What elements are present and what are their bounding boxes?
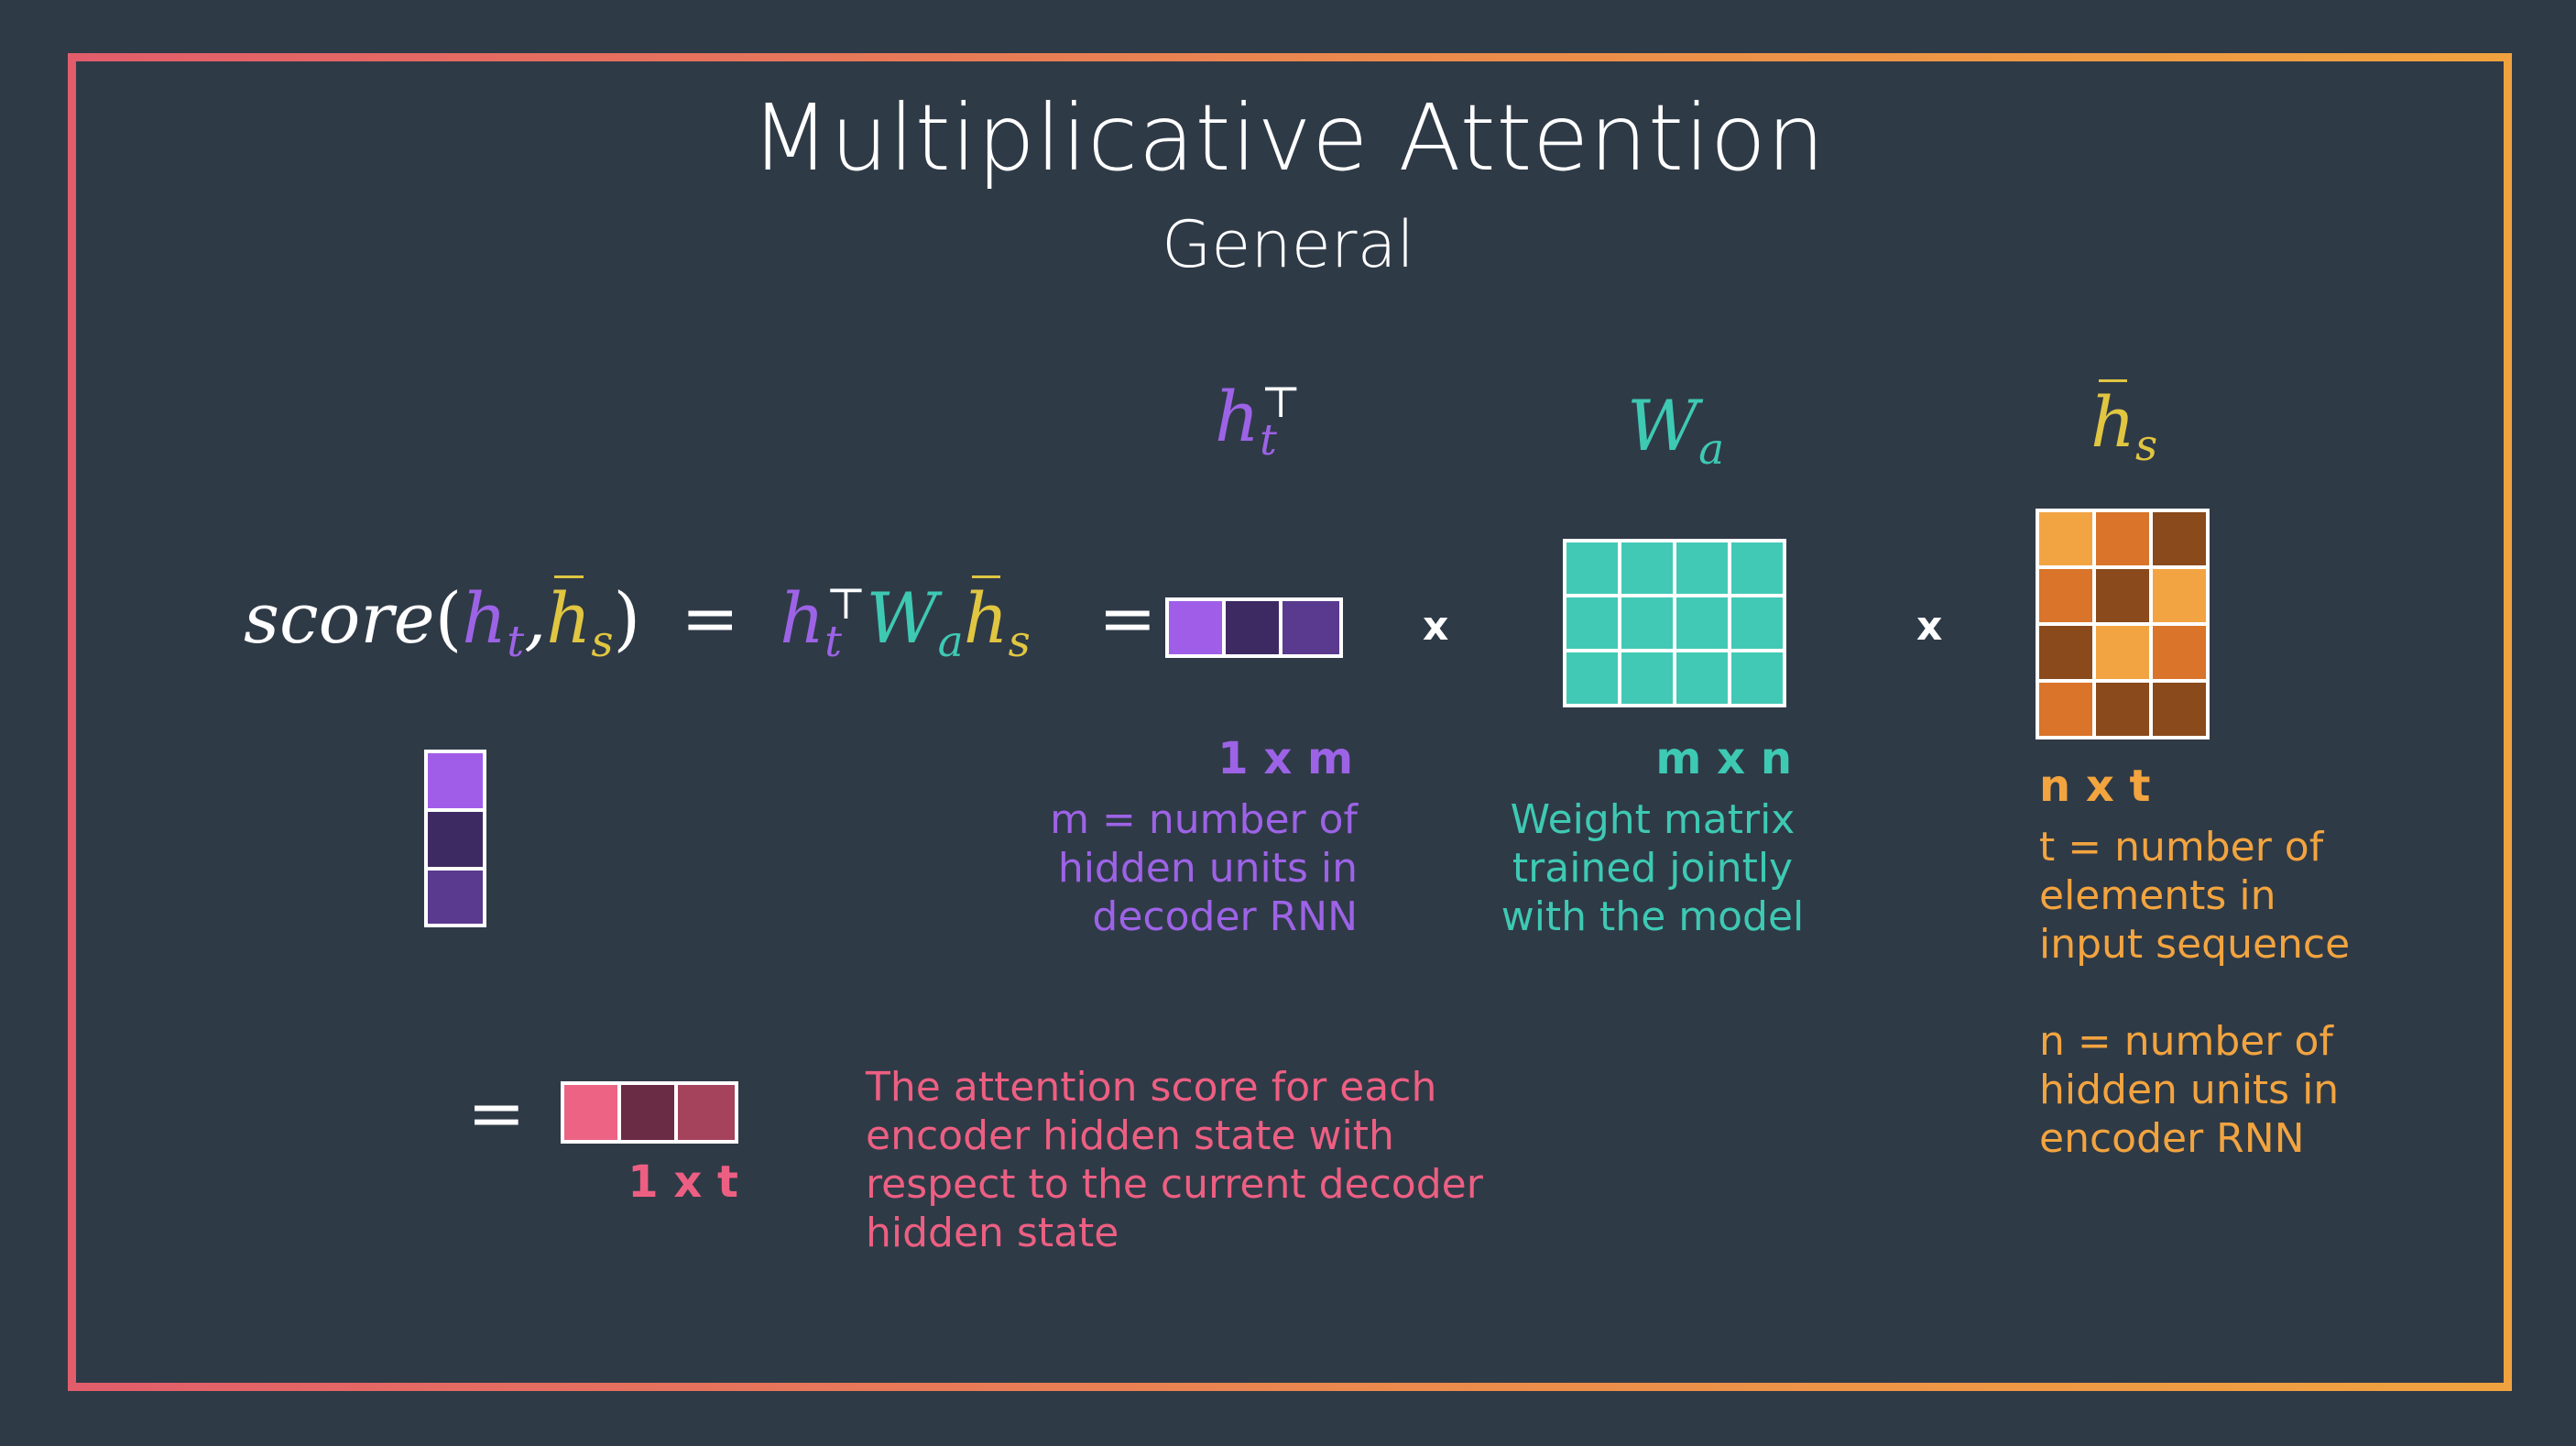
weight-dims-label: m x n: [1655, 733, 1792, 784]
h-t-term: ht: [462, 577, 525, 668]
vector-cell: [1165, 597, 1226, 658]
matrix-cell: [2149, 565, 2210, 626]
decoder-description: m = number of hidden units in decoder RN…: [1050, 796, 1358, 940]
h-t-transpose-label: ht⊤: [1215, 376, 1302, 466]
vector-cell: [424, 750, 486, 812]
multiply-operator: x: [1423, 603, 1449, 650]
matrix-cell: [1673, 649, 1731, 707]
w-a-label: Wa: [1627, 385, 1725, 476]
matrix-cell: [2036, 622, 2096, 683]
matrix-cell: [2092, 679, 2153, 739]
h-t-transpose-term: ht⊤: [780, 577, 867, 668]
matrix-cell: [1728, 539, 1786, 597]
result-dims-label: 1 x t: [628, 1156, 738, 1208]
matrix-cell: [1563, 649, 1621, 707]
vector-cell: [674, 1081, 738, 1144]
matrix-cell: [2092, 565, 2153, 626]
vector-cell: [424, 867, 486, 927]
matrix-cell: [1563, 594, 1621, 652]
matrix-cell: [2092, 622, 2153, 683]
w-a-term: Wa: [866, 577, 964, 668]
decoder-dims-label: 1 x m: [1217, 733, 1353, 784]
score-equation: score(ht,hs) = ht⊤Wahs =: [244, 575, 1157, 668]
matrix-cell: [1673, 594, 1731, 652]
weight-description: Weight matrix trained jointly with the m…: [1501, 796, 1805, 940]
matrix-cell: [1728, 649, 1786, 707]
matrix-cell: [1618, 649, 1676, 707]
vector-cell: [424, 808, 486, 871]
result-equals: =: [467, 1072, 526, 1154]
matrix-cell: [1618, 594, 1676, 652]
vector-cell: [617, 1081, 678, 1144]
encoder-dims-label: n x t: [2039, 761, 2151, 812]
matrix-cell: [2149, 679, 2210, 739]
vector-cell: [1279, 597, 1343, 658]
matrix-cell: [1563, 539, 1621, 597]
slide-subtitle: General: [1162, 207, 1414, 282]
vector-cell: [1222, 597, 1283, 658]
encoder-description: t = number of elements in input sequence…: [2039, 824, 2351, 1162]
result-description: The attention score for each encoder hid…: [866, 1064, 1483, 1256]
vector-cell: [561, 1081, 621, 1144]
matrix-cell: [2036, 565, 2096, 626]
slide-title: Multiplicative Attention: [750, 84, 1826, 192]
matrix-cell: [1618, 539, 1676, 597]
matrix-cell: [2149, 509, 2210, 569]
h-bar-s-term: hs: [546, 575, 614, 668]
matrix-cell: [2149, 622, 2210, 683]
matrix-cell: [2036, 679, 2096, 739]
h-bar-s-label: hs: [2090, 379, 2158, 472]
multiply-operator-2: x: [1916, 603, 1943, 650]
matrix-cell: [2092, 509, 2153, 569]
score-word: score: [244, 577, 435, 659]
matrix-cell: [2036, 509, 2096, 569]
h-bar-s-term-2: hs: [963, 575, 1031, 668]
matrix-cell: [1673, 539, 1731, 597]
matrix-cell: [1728, 594, 1786, 652]
